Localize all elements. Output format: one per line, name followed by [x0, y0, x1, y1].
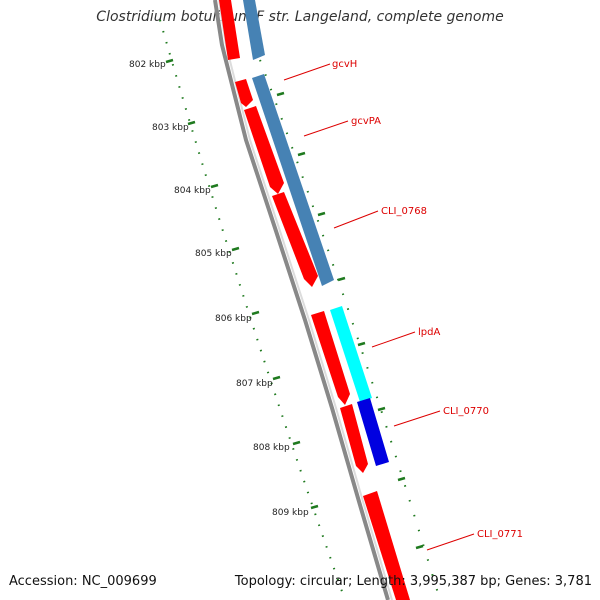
kbp-ticks: 802 kbp 803 kbp 804 kbp 805 kbp 806 kbp … — [129, 58, 319, 518]
cds-feature[interactable] — [363, 491, 410, 600]
backbone-ring — [213, 0, 390, 600]
gene-label-gcvpa: gcvPA — [351, 116, 381, 127]
kbp-tick-mark — [165, 58, 174, 64]
accession-text: Accession: NC_009699 — [9, 574, 157, 589]
outer-tick-mark — [297, 151, 306, 157]
cds-feature[interactable] — [311, 311, 350, 405]
cds-track — [219, 0, 410, 600]
outer-tick-mark — [276, 91, 285, 97]
gene-label-lpda: lpdA — [418, 327, 440, 338]
cds-feature[interactable] — [219, 0, 240, 60]
gene-track — [243, 0, 389, 466]
topology-text: Topology: circular; Length: 3,995,387 bp… — [234, 574, 592, 589]
gene-feature[interactable] — [252, 74, 334, 286]
kbp-tick-mark — [272, 375, 281, 381]
leader-line — [371, 331, 416, 348]
kbp-tick-label: 806 kbp — [215, 314, 252, 324]
kbp-tick-mark — [310, 504, 319, 510]
outer-tick-mark — [357, 341, 366, 347]
gene-feature[interactable] — [330, 306, 372, 402]
gene-feature[interactable] — [357, 398, 389, 466]
gene-label-cli-0770: CLI_0770 — [443, 406, 489, 417]
kbp-tick-label: 808 kbp — [253, 443, 290, 453]
leader-line — [303, 120, 349, 137]
kbp-tick-label: 807 kbp — [236, 379, 273, 389]
outer-tick-mark — [415, 544, 424, 550]
backbone-highlight — [218, 0, 393, 600]
kbp-tick-label: 804 kbp — [174, 186, 211, 196]
leader-line — [283, 63, 331, 81]
kbp-tick-mark — [210, 183, 219, 189]
outer-tick-mark — [337, 276, 346, 282]
outer-tick-ring — [259, 59, 441, 600]
outer-ring-ticks — [276, 91, 424, 550]
leader-line — [426, 533, 475, 551]
outer-tick-mark — [317, 211, 326, 217]
gene-label-gcvh: gcvH — [332, 59, 357, 70]
gene-label-cli-0768: CLI_0768 — [381, 206, 427, 217]
cds-feature[interactable] — [235, 79, 253, 107]
kbp-tick-label: 803 kbp — [152, 123, 189, 133]
kbp-tick-mark — [251, 310, 260, 316]
leader-line — [393, 410, 441, 427]
map-title: Clostridium botulinum F str. Langeland, … — [96, 9, 504, 25]
kbp-tick-label: 805 kbp — [195, 249, 232, 259]
cds-feature[interactable] — [244, 106, 284, 194]
gene-label-cli-0771: CLI_0771 — [477, 529, 523, 540]
label-leaders — [283, 63, 475, 551]
kbp-tick-mark — [292, 440, 301, 446]
kbp-tick-mark — [187, 120, 196, 126]
gene-feature[interactable] — [243, 0, 265, 60]
gene-labels: gcvH gcvPA CLI_0768 lpdA CLI_0770 CLI_07… — [332, 59, 523, 540]
kbp-tick-mark — [231, 246, 240, 252]
outer-tick-mark — [397, 476, 406, 482]
outer-tick-mark — [377, 406, 386, 412]
kbp-tick-label: 802 kbp — [129, 60, 166, 70]
cds-feature[interactable] — [340, 404, 368, 473]
kbp-tick-label: 809 kbp — [272, 508, 309, 518]
cds-feature[interactable] — [272, 192, 318, 287]
inner-tick-ring — [159, 19, 346, 600]
leader-line — [333, 210, 379, 229]
